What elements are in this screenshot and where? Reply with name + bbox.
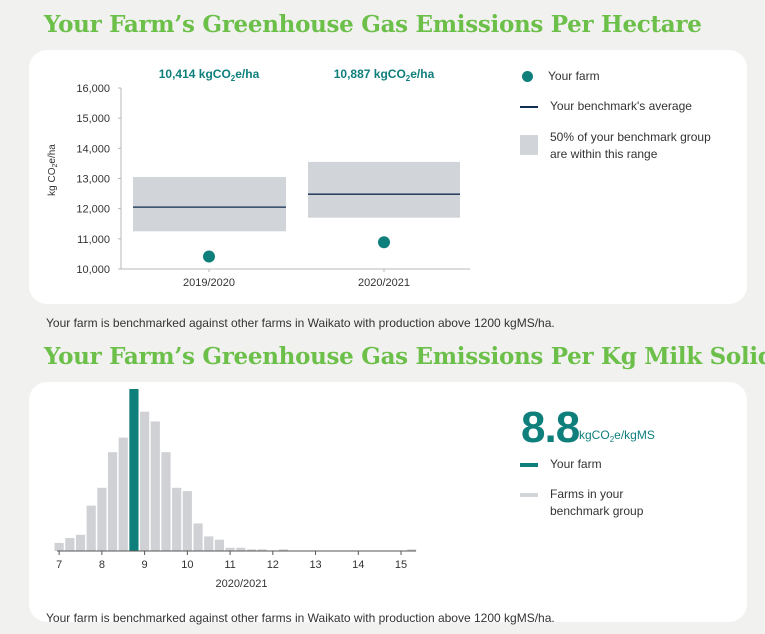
benchmark-range-box <box>133 176 286 232</box>
histogram-bar <box>97 487 107 551</box>
histogram-bar <box>278 549 289 551</box>
histogram-bar <box>140 411 150 551</box>
histogram-bar <box>407 549 417 551</box>
x-tick-label: 7 <box>56 559 62 571</box>
your-farm-value-unit: kgCO2e/kgMS <box>579 428 655 444</box>
section1-benchmark-note: Your farm is benchmarked against other f… <box>46 316 555 330</box>
histogram-bar <box>54 542 64 551</box>
histogram-bar <box>107 452 118 551</box>
x-tick-label: 8 <box>99 559 105 571</box>
benchmark-average-line-icon <box>520 106 538 108</box>
y-tick-label: 14,000 <box>76 143 110 155</box>
y-tick-label: 15,000 <box>76 113 110 125</box>
histogram-bar <box>86 505 96 551</box>
x-tick-label: 2020/2021 <box>358 277 410 289</box>
x-tick-label: 2019/2020 <box>183 277 235 289</box>
x-tick-label: 15 <box>395 559 407 571</box>
y-tick-label: 10,000 <box>76 264 110 276</box>
histogram-bar <box>246 549 257 551</box>
chart2-legend: Your farm Farms in your benchmark group <box>520 456 720 526</box>
your-farm-dot <box>203 250 215 263</box>
your-farm-value-label: 10,887 kgCO2e/ha <box>334 67 435 83</box>
legend2-your-farm-label: Your farm <box>550 457 602 471</box>
histogram-bar <box>257 549 267 551</box>
y-tick-label: 11,000 <box>77 234 110 246</box>
x-tick-label: 11 <box>224 559 235 571</box>
histogram-bar <box>214 539 224 551</box>
histogram-bar <box>182 491 192 551</box>
x-tick-label: 10 <box>181 559 193 571</box>
legend2-farms-group-label: Farms in your benchmark group <box>550 487 644 518</box>
your-farm-value: 8.8 <box>521 403 580 452</box>
your-farm-bar <box>129 389 139 551</box>
histogram-bar <box>161 452 171 551</box>
histogram-bar <box>225 547 235 551</box>
y-tick-label: 13,000 <box>76 174 110 186</box>
section2-benchmark-note: Your farm is benchmarked against other f… <box>46 611 555 625</box>
histogram-bar <box>236 547 246 551</box>
histogram-bar <box>65 538 75 551</box>
your-farm-dot-icon <box>522 71 533 82</box>
histogram-bar <box>204 536 214 551</box>
histogram-bar <box>172 487 182 551</box>
x-axis-label: 2020/2021 <box>216 578 268 590</box>
section1-title: Your Farm’s Greenhouse Gas Emissions Per… <box>44 11 702 38</box>
histogram-bar <box>118 437 128 551</box>
your-farm-bar-icon <box>520 463 538 467</box>
section2-title: Your Farm’s Greenhouse Gas Emissions Per… <box>44 343 765 370</box>
legend-range-label: 50% of your benchmark group are within t… <box>550 130 711 161</box>
your-farm-value-label: 10,414 kgCO2e/ha <box>159 67 260 83</box>
benchmark-range-box <box>308 161 460 218</box>
y-tick-label: 12,000 <box>76 204 110 216</box>
chart1-legend: Your farm Your benchmark's average 50% o… <box>520 68 720 168</box>
x-tick-label: 14 <box>352 559 364 571</box>
histogram-bar <box>150 421 160 551</box>
legend-your-farm-label: Your farm <box>548 69 600 83</box>
your-farm-dot <box>378 236 390 249</box>
x-tick-label: 12 <box>267 559 279 571</box>
y-tick-label: 16,000 <box>76 83 110 95</box>
legend-benchmark-average-label: Your benchmark's average <box>550 99 692 113</box>
range-box-icon <box>520 135 538 155</box>
y-axis-label: kg CO2e/ha <box>47 144 59 196</box>
x-tick-label: 13 <box>309 559 321 571</box>
x-tick-label: 9 <box>142 559 148 571</box>
histogram-bar <box>75 534 86 551</box>
benchmark-group-bar-icon <box>520 493 538 497</box>
histogram-bar <box>193 523 203 551</box>
